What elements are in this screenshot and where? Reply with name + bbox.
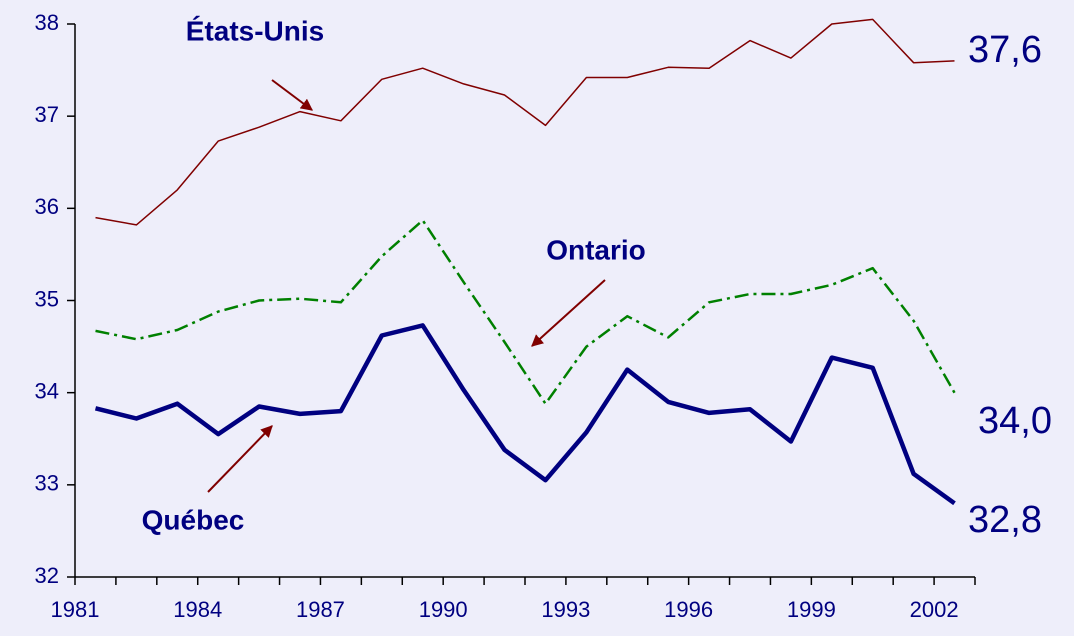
y-tick-label: 35 <box>35 286 59 311</box>
x-tick-label: 1984 <box>173 597 222 622</box>
series-line <box>94 323 956 506</box>
arrow <box>271 79 313 111</box>
series-line <box>95 18 955 226</box>
series-label: Québec <box>142 504 245 535</box>
arrow <box>531 279 606 347</box>
x-tick-label: 1981 <box>51 597 100 622</box>
x-tick-label: 1993 <box>541 597 590 622</box>
series-label: États-Unis <box>186 15 324 46</box>
x-tick-label: 2002 <box>910 597 959 622</box>
y-tick-label: 32 <box>35 563 59 588</box>
y-tick-label: 36 <box>35 194 59 219</box>
y-tick-label: 37 <box>35 102 59 127</box>
end-label: 37,6 <box>968 29 1042 71</box>
x-tick-label: 1987 <box>296 597 345 622</box>
series-label: Ontario <box>546 234 646 265</box>
series-line <box>95 219 956 405</box>
end-label: 32,8 <box>968 499 1042 541</box>
x-tick-label: 1990 <box>419 597 468 622</box>
end-label: 34,0 <box>978 400 1052 442</box>
arrow <box>207 425 273 493</box>
y-tick-label: 34 <box>35 378 59 403</box>
x-tick-label: 1999 <box>787 597 836 622</box>
y-tick-label: 33 <box>35 471 59 496</box>
y-tick-label: 38 <box>35 10 59 35</box>
x-tick-label: 1996 <box>664 597 713 622</box>
